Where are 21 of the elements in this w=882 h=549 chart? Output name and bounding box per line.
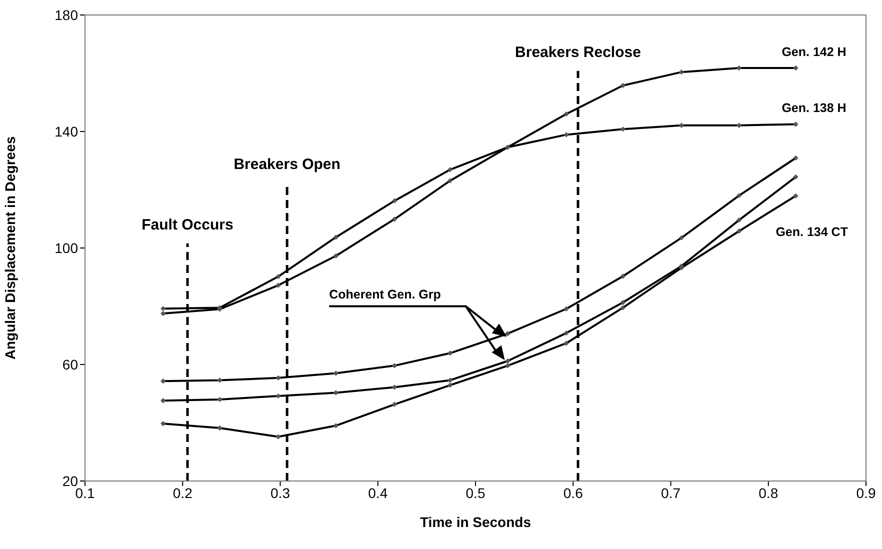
x-tick-label: 0.7 — [661, 484, 681, 501]
x-tick-label: 0.3 — [270, 484, 290, 501]
ref-line-label: Breakers Reclose — [515, 44, 641, 61]
x-tick-label: 0.4 — [368, 484, 388, 501]
annotation: Coherent Gen. Grp — [329, 287, 442, 302]
x-axis-title: Time in Seconds — [420, 514, 532, 530]
y-tick-label: 100 — [54, 240, 78, 256]
y-tick-label: 60 — [62, 356, 78, 372]
x-tick-label: 0.9 — [856, 484, 876, 501]
ref-line-label: Fault Occurs — [142, 216, 234, 234]
series-label: Gen. 138 H — [782, 101, 846, 116]
x-tick-label: 0.2 — [172, 484, 193, 501]
x-tick-label: 0.6 — [563, 484, 584, 501]
series-label: Gen. 142 H — [782, 45, 846, 60]
ref-line-label: Breakers Open — [234, 156, 340, 173]
x-tick-label: 0.5 — [466, 484, 486, 501]
x-tick-label: 0.8 — [758, 484, 778, 501]
y-axis-title: Angular Displacement in Degrees — [2, 136, 18, 360]
series-label: Gen. 134 CT — [776, 224, 848, 239]
y-tick-label: 180 — [54, 6, 78, 23]
y-tick-label: 140 — [54, 123, 78, 140]
